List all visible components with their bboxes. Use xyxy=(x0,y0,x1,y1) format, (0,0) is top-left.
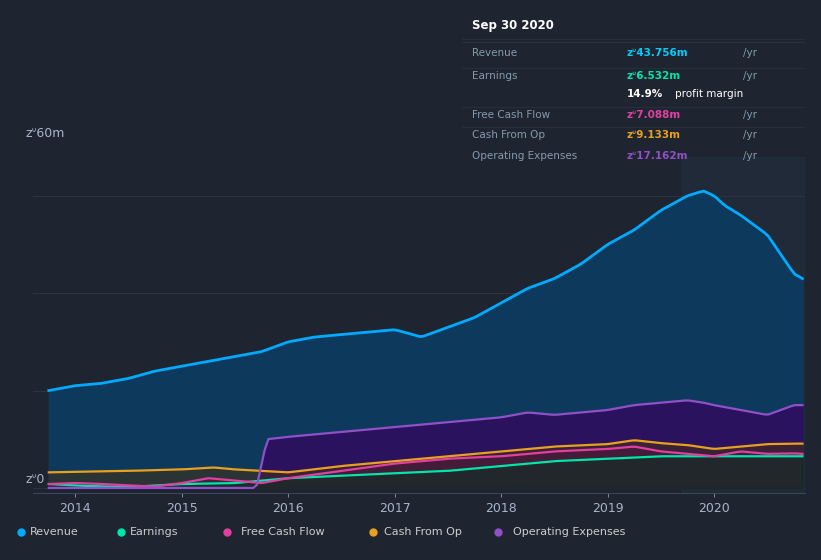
Text: Earnings: Earnings xyxy=(130,527,178,537)
Text: Sep 30 2020: Sep 30 2020 xyxy=(472,20,554,32)
Text: Cash From Op: Cash From Op xyxy=(384,527,462,537)
Text: /yr: /yr xyxy=(743,151,757,161)
Text: 14.9%: 14.9% xyxy=(626,89,663,99)
Text: Operating Expenses: Operating Expenses xyxy=(513,527,626,537)
Text: zᐡ17.162m: zᐡ17.162m xyxy=(626,151,688,161)
Text: zᐡ60m: zᐡ60m xyxy=(25,127,65,140)
Text: zᐡ43.756m: zᐡ43.756m xyxy=(626,48,688,58)
Text: zᐡ7.088m: zᐡ7.088m xyxy=(626,110,681,120)
Text: zᐡ9.133m: zᐡ9.133m xyxy=(626,130,681,141)
Text: /yr: /yr xyxy=(743,48,757,58)
Text: Operating Expenses: Operating Expenses xyxy=(472,151,577,161)
Text: Cash From Op: Cash From Op xyxy=(472,130,545,141)
Text: Revenue: Revenue xyxy=(30,527,79,537)
Text: zᐡ0: zᐡ0 xyxy=(25,473,44,486)
Text: Free Cash Flow: Free Cash Flow xyxy=(472,110,550,120)
Text: /yr: /yr xyxy=(743,71,757,81)
Bar xyxy=(682,157,805,493)
Text: /yr: /yr xyxy=(743,130,757,141)
Text: zᐡ6.532m: zᐡ6.532m xyxy=(626,71,681,81)
Text: profit margin: profit margin xyxy=(675,89,743,99)
Text: /yr: /yr xyxy=(743,110,757,120)
Text: Earnings: Earnings xyxy=(472,71,518,81)
Text: Revenue: Revenue xyxy=(472,48,517,58)
Text: Free Cash Flow: Free Cash Flow xyxy=(241,527,324,537)
